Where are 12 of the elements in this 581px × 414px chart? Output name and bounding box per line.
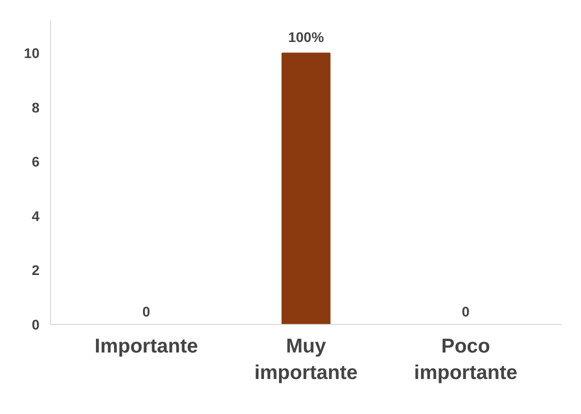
- x-tick-label: Importante: [94, 336, 198, 358]
- y-tick-label: 0: [32, 316, 40, 332]
- y-tick-label: 4: [32, 208, 40, 224]
- annotation: 100%: [288, 29, 324, 46]
- x-tick-label: Poco importante: [414, 336, 518, 384]
- y-tick-label: 6: [32, 154, 40, 170]
- data-label: 0: [142, 304, 150, 320]
- y-tick-label: 8: [32, 99, 40, 116]
- y-tick-label: 2: [32, 262, 40, 278]
- x-tick-label: Muy importante: [254, 336, 358, 384]
- data-label: 0: [462, 304, 470, 320]
- y-tick-label: 10: [24, 45, 40, 62]
